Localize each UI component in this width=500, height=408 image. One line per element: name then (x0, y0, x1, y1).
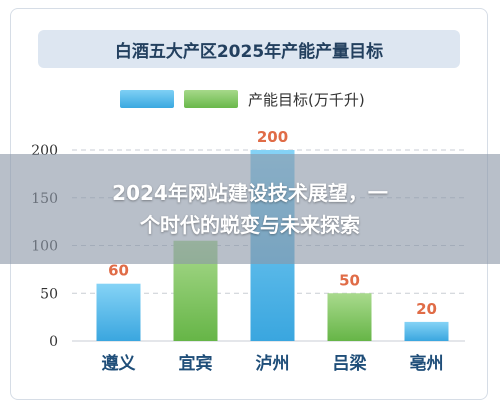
bar-吕梁 (327, 293, 372, 341)
data-label: 60 (108, 262, 129, 280)
x-category-label: 遵义 (102, 353, 136, 374)
y-tick-label: 50 (40, 286, 58, 302)
x-category-label: 泸州 (256, 354, 290, 374)
chart-title: 白酒五大产区2025年产能产量目标 (38, 30, 460, 68)
bar-亳州 (404, 321, 449, 341)
overlay-title-line2: 个时代的蜕变与未来探索 (140, 213, 360, 237)
x-category-label: 宜宾 (179, 353, 213, 374)
x-category-label: 亳州 (410, 353, 444, 374)
overlay-banner: 2024年网站建设技术展望，一 个时代的蜕变与未来探索 (0, 154, 500, 264)
overlay-title-line1: 2024年网站建设技术展望，一 (112, 181, 388, 205)
legend-swatch-green (184, 90, 238, 108)
legend-label: 产能目标(万千升) (248, 90, 365, 109)
data-label: 200 (257, 128, 288, 146)
x-category-label: 吕梁 (333, 353, 368, 374)
legend-swatch-blue (120, 90, 174, 108)
data-label: 20 (416, 300, 437, 318)
y-tick-label: 0 (49, 334, 58, 350)
data-label: 50 (339, 271, 360, 289)
bar-遵义 (96, 283, 141, 341)
chart-legend: 产能目标(万千升) (120, 88, 365, 110)
